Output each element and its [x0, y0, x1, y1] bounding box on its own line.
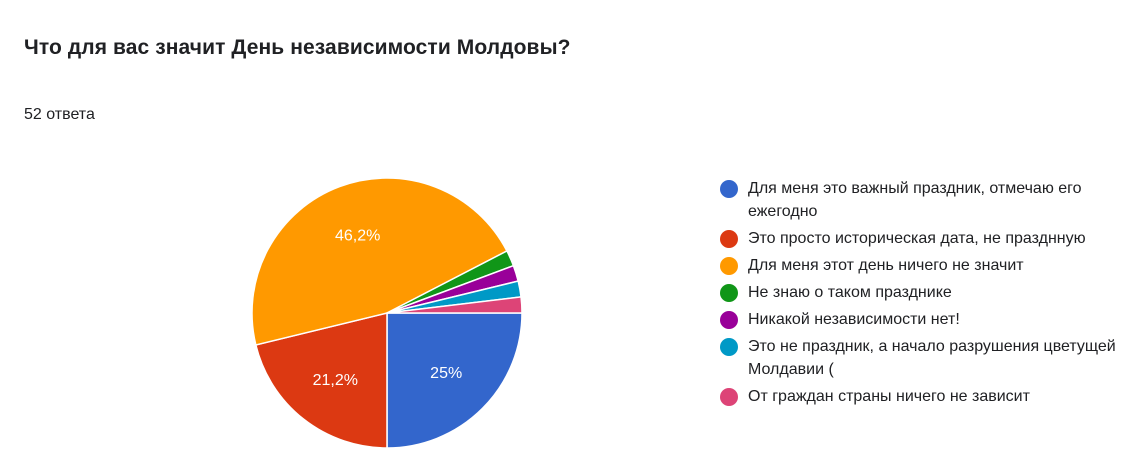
legend-item-2[interactable]: Это просто историческая дата, не празднн…: [720, 227, 1120, 250]
legend-item-1[interactable]: Для меня это важный праздник, отмечаю ег…: [720, 177, 1120, 223]
legend-label-3: Для меня этот день ничего не значит: [748, 257, 1024, 274]
legend-item-6[interactable]: Это не праздник, а начало разрушения цве…: [720, 335, 1120, 381]
pie-slice-label-2: 21,2%: [313, 372, 358, 389]
legend-swatch-6: [720, 338, 738, 356]
chart-title: Что для вас значит День независимости Мо…: [24, 36, 571, 59]
legend-label-6: Это не праздник, а начало разрушения цве…: [748, 338, 1116, 378]
pie-slice-label-3: 46,2%: [335, 228, 380, 245]
legend-item-4[interactable]: Не знаю о таком празднике: [720, 281, 1120, 304]
legend-swatch-5: [720, 311, 738, 329]
legend-swatch-3: [720, 257, 738, 275]
legend-swatch-2: [720, 230, 738, 248]
legend-swatch-1: [720, 180, 738, 198]
legend: Для меня это важный праздник, отмечаю ег…: [720, 177, 1120, 412]
pie-slice-3[interactable]: [251, 177, 508, 346]
legend-swatch-4: [720, 284, 738, 302]
legend-item-5[interactable]: Никакой независимости нет!: [720, 308, 1120, 331]
response-count: 52 ответа: [24, 106, 95, 123]
legend-item-3[interactable]: Для меня этот день ничего не значит: [720, 254, 1120, 277]
legend-label-1: Для меня это важный праздник, отмечаю ег…: [748, 180, 1082, 220]
legend-label-7: От граждан страны ничего не зависит: [748, 388, 1030, 405]
legend-label-2: Это просто историческая дата, не празднн…: [748, 230, 1086, 247]
pie-slice-1[interactable]: [386, 312, 523, 449]
pie-slice-label-1: 25%: [430, 365, 462, 382]
legend-swatch-7: [720, 388, 738, 406]
pie-slice-2[interactable]: [254, 312, 388, 449]
legend-label-5: Никакой независимости нет!: [748, 311, 960, 328]
legend-label-4: Не знаю о таком празднике: [748, 284, 952, 301]
pie-slice-7[interactable]: [386, 296, 523, 314]
legend-item-7[interactable]: От граждан страны ничего не зависит: [720, 385, 1120, 408]
